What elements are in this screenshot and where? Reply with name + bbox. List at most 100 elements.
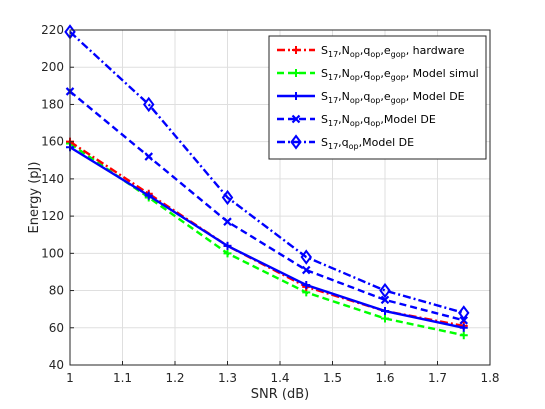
x-tick-label: 1.3 bbox=[218, 371, 237, 385]
legend-subscript: op bbox=[370, 96, 380, 105]
legend-entry: S17,Nop,qop,Model DE bbox=[277, 113, 436, 128]
x-tick-label: 1.5 bbox=[323, 371, 342, 385]
data-point-plus bbox=[144, 191, 153, 200]
series-line bbox=[69, 140, 464, 328]
legend-text-part: ,q bbox=[360, 113, 370, 126]
legend-text-part: , Model DE bbox=[406, 90, 465, 103]
legend-label: S17,Nop,qop,egop, Model simul bbox=[321, 67, 479, 82]
legend: S17,Nop,qop,egop, hardwareS17,Nop,qop,eg… bbox=[268, 35, 487, 160]
data-point-diamond bbox=[142, 96, 155, 113]
data-point-plus bbox=[292, 92, 300, 100]
y-tick-label: 120 bbox=[41, 209, 64, 223]
legend-text-part: ,q bbox=[360, 44, 370, 57]
legend-subscript: op bbox=[350, 50, 360, 59]
data-point-plus bbox=[381, 314, 389, 323]
x-tick-label: 1.4 bbox=[270, 371, 289, 385]
data-point-x bbox=[144, 152, 154, 161]
legend-text-part: S bbox=[321, 67, 328, 80]
legend-subscript: op bbox=[350, 96, 360, 105]
tick-labels: 1 1.1 1.2 1.3 1.4 1.5 1.6 1.7 1.8 40 60 80 100 120 140… bbox=[41, 23, 499, 385]
data-point-x bbox=[459, 316, 469, 325]
legend-text-part: ,Model DE bbox=[359, 136, 414, 149]
legend-subscript: gop bbox=[391, 96, 406, 105]
legend-subscript: op bbox=[350, 73, 360, 82]
legend-text-part: ,q bbox=[338, 136, 348, 149]
data-point-x bbox=[291, 114, 301, 124]
y-tick-label: 40 bbox=[49, 358, 64, 372]
legend-box bbox=[268, 35, 487, 160]
legend-text-part: ,Model DE bbox=[380, 113, 435, 126]
series-1 bbox=[66, 137, 468, 330]
legend-text-part: ,e bbox=[380, 67, 390, 80]
y-tick-label: 220 bbox=[41, 23, 64, 37]
legend-subscript: gop bbox=[391, 50, 406, 59]
legend-text-part: ,q bbox=[360, 67, 370, 80]
series-layer bbox=[64, 24, 470, 340]
series-2 bbox=[66, 139, 468, 340]
y-tick-label: 140 bbox=[41, 172, 64, 186]
y-tick-label: 200 bbox=[41, 60, 64, 74]
data-point-diamond bbox=[290, 134, 302, 150]
x-tick-label: 1.8 bbox=[480, 371, 499, 385]
series-line bbox=[69, 146, 464, 329]
legend-text-part: S bbox=[321, 90, 328, 103]
data-point-plus bbox=[223, 241, 232, 250]
x-tick-label: 1.2 bbox=[165, 371, 184, 385]
y-tick-label: 100 bbox=[41, 246, 64, 260]
legend-text-part: S bbox=[321, 136, 328, 149]
data-point-plus bbox=[381, 307, 389, 316]
x-tick-label: 1.7 bbox=[428, 371, 447, 385]
data-point-plus bbox=[223, 249, 232, 258]
legend-subscript: 17 bbox=[328, 50, 338, 59]
data-point-diamond bbox=[221, 189, 234, 206]
series-3 bbox=[66, 143, 468, 332]
series-line bbox=[69, 30, 465, 315]
data-point-x bbox=[301, 265, 311, 275]
x-tick-label: 1.6 bbox=[375, 371, 394, 385]
legend-entry: S17,Nop,qop,egop, hardware bbox=[277, 44, 465, 59]
legend-subscript: op bbox=[349, 142, 359, 151]
legend-label: S17,Nop,qop,egop, Model DE bbox=[321, 90, 465, 105]
y-axis-label: Energy (pJ) bbox=[27, 162, 42, 234]
legend-label: S17,Nop,qop,Model DE bbox=[321, 113, 436, 128]
y-tick-label: 180 bbox=[41, 97, 64, 111]
legend-subscript: 17 bbox=[328, 96, 338, 105]
legend-text-part: ,N bbox=[338, 44, 350, 57]
legend-text-part: ,N bbox=[338, 113, 350, 126]
y-tick-label: 60 bbox=[49, 321, 64, 335]
legend-label: S17,qop,Model DE bbox=[321, 136, 414, 151]
legend-entry: S17,qop,Model DE bbox=[277, 134, 414, 151]
legend-text-part: ,N bbox=[338, 67, 350, 80]
data-point-x bbox=[223, 217, 232, 226]
y-tick-label: 80 bbox=[49, 284, 64, 298]
series-line bbox=[69, 142, 464, 337]
legend-subscript: gop bbox=[391, 73, 406, 82]
legend-text-part: S bbox=[321, 44, 328, 57]
legend-text-part: ,q bbox=[360, 90, 370, 103]
legend-label: S17,Nop,qop,egop, hardware bbox=[321, 44, 465, 59]
data-point-plus bbox=[292, 69, 300, 77]
series-4 bbox=[65, 87, 469, 325]
x-tick-label: 1.1 bbox=[113, 371, 132, 385]
legend-text-part: ,e bbox=[380, 44, 390, 57]
data-point-plus bbox=[459, 331, 468, 340]
x-tick-label: 1 bbox=[66, 371, 74, 385]
legend-entry: S17,Nop,qop,egop, Model DE bbox=[277, 90, 465, 105]
data-point-plus bbox=[292, 46, 300, 54]
data-point-x bbox=[380, 295, 390, 305]
legend-text-part: , hardware bbox=[406, 44, 465, 57]
legend-subscript: op bbox=[370, 119, 380, 128]
legend-subscript: op bbox=[350, 119, 360, 128]
data-point-plus bbox=[459, 323, 468, 332]
legend-subscript: 17 bbox=[328, 142, 338, 151]
legend-subscript: op bbox=[370, 73, 380, 82]
legend-subscript: 17 bbox=[328, 119, 338, 128]
legend-text-part: ,N bbox=[338, 90, 350, 103]
data-point-plus bbox=[302, 280, 311, 289]
legend-subscript: op bbox=[370, 50, 380, 59]
data-point-diamond bbox=[300, 249, 312, 265]
legend-entry: S17,Nop,qop,egop, Model simul bbox=[277, 67, 479, 82]
x-axis-label: SNR (dB) bbox=[251, 387, 309, 402]
legend-text-part: , Model simul bbox=[406, 67, 479, 80]
